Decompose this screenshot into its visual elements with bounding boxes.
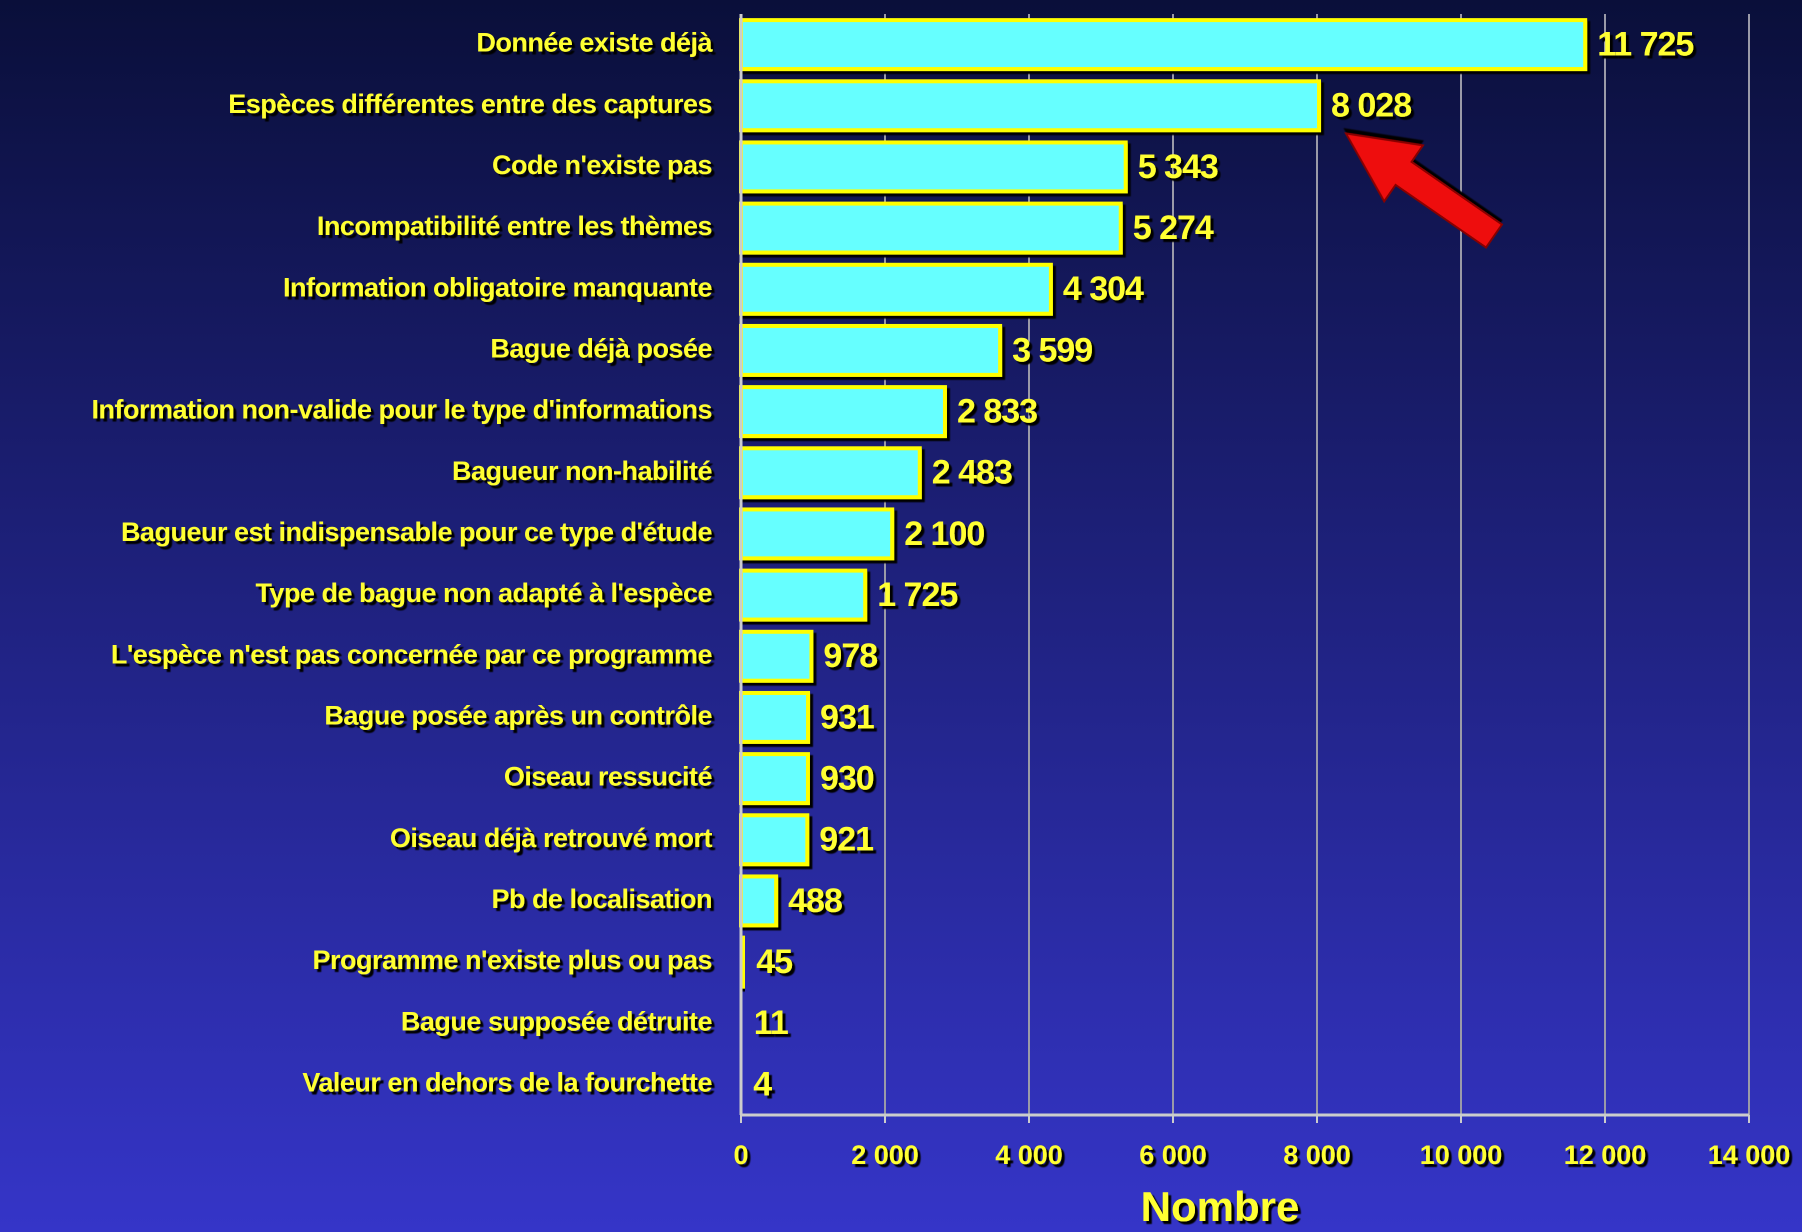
y-tick-label: Programme n'existe plus ou pas bbox=[312, 945, 712, 975]
x-axis-label: Nombre bbox=[1141, 1183, 1300, 1230]
data-label: 3 599 bbox=[1012, 331, 1092, 369]
bar bbox=[739, 201, 1123, 255]
data-label: 2 483 bbox=[932, 454, 1012, 492]
bar bbox=[739, 262, 1053, 316]
plot-area: 0 2 000 4 000 6 000 8 000 10 000 12 000 14 000 D… bbox=[92, 14, 1791, 1170]
x-tick-label: 14 000 bbox=[1708, 1140, 1791, 1170]
data-label: 978 bbox=[823, 637, 877, 675]
y-tick-label: Bagueur est indispensable pour ce type d… bbox=[121, 517, 713, 547]
bar bbox=[739, 79, 1322, 133]
bar bbox=[739, 874, 779, 928]
data-label: 11 725 bbox=[1597, 26, 1693, 64]
bar bbox=[739, 568, 868, 622]
bar bbox=[739, 18, 1588, 72]
y-tick-label: Espèces différentes entre des captures bbox=[228, 89, 712, 119]
arrow-shape bbox=[1344, 132, 1504, 249]
x-tick-label: 0 bbox=[733, 1140, 748, 1170]
x-tick-label: 8 000 bbox=[1283, 1140, 1351, 1170]
x-tick-label: 12 000 bbox=[1564, 1140, 1647, 1170]
y-tick-label: Valeur en dehors de la fourchette bbox=[302, 1068, 712, 1098]
x-tick-label: 2 000 bbox=[851, 1140, 919, 1170]
bar bbox=[739, 140, 1128, 194]
y-tick-label: Information non-valide pour le type d'in… bbox=[92, 395, 712, 425]
y-tick-label: Bague supposée détruite bbox=[401, 1006, 713, 1036]
data-label: 1 725 bbox=[877, 576, 957, 614]
x-tick-label: 6 000 bbox=[1139, 1140, 1207, 1170]
bar bbox=[739, 752, 810, 806]
data-label: 4 bbox=[753, 1065, 772, 1103]
bar bbox=[739, 446, 922, 500]
y-tick-label: Oiseau déjà retrouvé mort bbox=[390, 823, 713, 853]
bar bbox=[739, 629, 814, 683]
y-tick-label: Oiseau ressucité bbox=[504, 762, 713, 792]
data-label: 2 100 bbox=[904, 515, 984, 553]
y-tick-label: Donnée existe déjà bbox=[476, 28, 713, 58]
data-label: 488 bbox=[788, 882, 842, 920]
data-label: 2 833 bbox=[957, 393, 1037, 431]
y-tick-label: Bague déjà posée bbox=[490, 334, 712, 364]
y-tick-label: Incompatibilité entre les thèmes bbox=[317, 211, 712, 241]
bar bbox=[739, 323, 1003, 377]
y-tick-label: Bague posée après un contrôle bbox=[324, 701, 712, 731]
data-label: 8 028 bbox=[1331, 87, 1411, 125]
data-label: 921 bbox=[819, 821, 873, 859]
x-tick-label: 10 000 bbox=[1420, 1140, 1503, 1170]
data-label: 5 274 bbox=[1133, 209, 1214, 247]
y-tick-label: Type de bague non adapté à l'espèce bbox=[255, 578, 712, 608]
data-label: 931 bbox=[820, 698, 874, 736]
arrow bbox=[1344, 132, 1504, 249]
y-tick-label: L'espèce n'est pas concernée par ce prog… bbox=[111, 639, 713, 669]
data-label: 11 bbox=[754, 1004, 788, 1042]
data-label: 4 304 bbox=[1063, 270, 1144, 308]
y-tick-label: Information obligatoire manquante bbox=[283, 272, 712, 302]
bar bbox=[739, 690, 811, 744]
x-tick-label: 4 000 bbox=[995, 1140, 1063, 1170]
y-tick-label: Bagueur non-habilité bbox=[452, 456, 712, 486]
data-label: 5 343 bbox=[1138, 148, 1218, 186]
bar bbox=[739, 507, 895, 561]
bar bbox=[739, 813, 810, 867]
data-label: 45 bbox=[756, 943, 792, 981]
bar bbox=[739, 385, 947, 439]
y-tick-label: Pb de localisation bbox=[491, 884, 712, 914]
y-tick-label: Code n'existe pas bbox=[492, 150, 712, 180]
data-label: 930 bbox=[820, 760, 874, 798]
